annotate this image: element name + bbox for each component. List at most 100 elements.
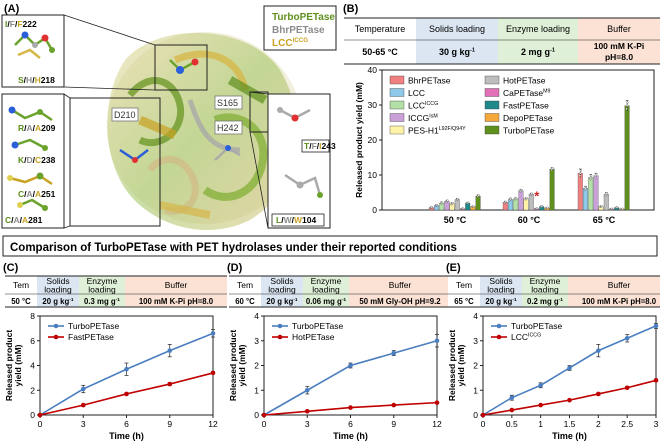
panel-c-letter: (C) (3, 262, 19, 274)
panel-b: (B) Temperature 50-65 °C Solids loading 30 … (343, 3, 660, 225)
panel-c-ytick-4: 4 (30, 361, 35, 371)
panel-d-header-2a: Enzyme (311, 276, 342, 286)
b-legend-swatch-9 (484, 125, 500, 135)
panel-e-header-0: Tem (456, 280, 472, 290)
b-legend-swatch-5 (484, 75, 500, 85)
panel-d-ytick-4: 4 (254, 311, 259, 321)
panel-e-value-3: 100 mM K-Pi pH=8.0 (582, 297, 657, 306)
b-table-header-2: Enzyme loading (506, 24, 570, 34)
panel-e-point-0-4 (596, 348, 601, 353)
panel-d-xtick-9: 9 (391, 419, 396, 429)
legend-bhrpetase: BhrPETase (272, 25, 325, 36)
residue-box-right (267, 93, 331, 229)
b-table-value-3b: pH=8.0 (605, 52, 633, 62)
panel-d-legend-0: TurboPETase (292, 321, 343, 331)
panel-d-value-3: 50 mM Gly-OH pH=9.2 (359, 297, 441, 306)
b-legend-label-3: ICCGIsM (408, 113, 438, 123)
panel-e-xlabel: Time (h) (552, 431, 587, 441)
panel-b-letter: (B) (343, 3, 359, 15)
b-table-value-1: 30 g kg-1 (439, 47, 475, 57)
panel-e-header-3: Buffer (608, 280, 631, 290)
panel-e-ytick-0: 0 (473, 410, 478, 420)
panel-c-ytick-8: 8 (30, 311, 35, 321)
panel-d-point-1-0 (261, 412, 267, 418)
panel-d-value-1: 20 g kg-1 (266, 297, 297, 306)
b-xtick-2: 65 °C (593, 215, 616, 225)
b-legend-swatch-3 (389, 113, 405, 122)
panel-d-ytick-1: 1 (254, 385, 259, 395)
bar-lcc-2 (583, 188, 588, 211)
panel-d-header-2b: loading (312, 285, 340, 295)
panel-d-point-0-1 (304, 387, 310, 393)
panel-e-value-0: 65 °C (454, 297, 474, 306)
panel-d-ylabel-1: Released product (228, 330, 238, 401)
bar-hotpetase-2 (603, 194, 609, 211)
panel-c-value-3: 100 mM K-Pi pH=8.0 (139, 297, 214, 306)
panel-c-point-1-3 (167, 381, 173, 387)
panel-e-point-0-3 (567, 365, 572, 371)
zoom-box-left (69, 97, 161, 227)
panel-c-legend-1: FastPETase (68, 332, 114, 342)
bar-lcc-iccg-1 (513, 198, 519, 211)
panel-e-xtick-1: 1 (538, 419, 543, 429)
panel-a-structure: (A) (1, 3, 337, 231)
b-ytick-40: 40 (368, 65, 378, 75)
panel-d-header-1b: loading (268, 285, 296, 295)
panel-c-ylabel-2: yield (mM) (13, 344, 23, 386)
panel-e-legend-1: LCCICCG (511, 332, 541, 342)
panel-d-point-1-4 (434, 400, 440, 405)
section-title-box (2, 235, 658, 257)
panel-c-ytick-0: 0 (30, 410, 35, 420)
panel-d-legend-1: HotPETase (292, 332, 335, 342)
b-ytick-10: 10 (368, 170, 378, 180)
b-legend-label-5: HotPETase (503, 76, 546, 86)
b-xtick-0: 50 °C (444, 215, 467, 225)
b-legend-label-6: CaPETaseM9 (503, 88, 551, 98)
section-title: Comparison of TurboPETase with PET hydro… (10, 242, 457, 254)
panel-d-header-0: Tem (237, 280, 253, 290)
panel-d-header-3: Buffer (389, 280, 412, 290)
panel-e-value-1: 20 g kg-1 (485, 297, 516, 306)
panel-d-value-0: 60 °C (235, 297, 255, 306)
panel-e-header-1b: loading (487, 285, 515, 295)
panel-d-ytick-0: 0 (254, 410, 259, 420)
panel-d-point-0-3 (391, 350, 397, 356)
panel-a-legend (263, 5, 337, 51)
panel-d-value-2: 0.06 mg g-1 (306, 297, 347, 306)
panel-c-ytick-6: 6 (30, 336, 35, 346)
b-legend: BhrPETase LCC LCCICCG ICCGIsM PES-H1L92F/Q94… (389, 75, 554, 136)
panel-d-xlabel: Time (h) (333, 431, 368, 441)
panel-c-point-0-4 (210, 331, 216, 336)
bar-bhrpetase-2 (577, 173, 583, 211)
panel-e-point-1-0 (480, 412, 486, 418)
panel-e-header-2b: loading (531, 285, 559, 295)
panel-d-xtick-0: 0 (262, 419, 267, 429)
stick-molecules (7, 31, 323, 211)
panel-d-header-1a: Solids (270, 276, 293, 286)
panel-e-point-0-5 (624, 335, 630, 341)
panel-e-ylabel-2: yield (mM) (456, 344, 466, 386)
b-legend-label-8: DepoPETase (503, 113, 553, 123)
panel-e-ytick-3: 3 (473, 336, 478, 346)
residue-label-104: L/W/W104 (276, 215, 316, 225)
panel-e-letter: (E) (446, 262, 461, 274)
b-legend-swatch-0 (389, 75, 405, 85)
center-label-h242: H242 (217, 123, 239, 133)
panel-c-point-1-0 (37, 412, 43, 418)
residue-label-218: S/H/H218 (18, 75, 55, 85)
panel-e-point-1-5 (624, 385, 630, 391)
b-legend-swatch-6 (484, 88, 500, 97)
panel-c-header-2a: Enzyme (87, 276, 118, 286)
legend-lcc-iccg: LCCICCG (272, 37, 308, 49)
panel-d-xtick-3: 3 (305, 419, 310, 429)
panel-b-condition-table: Temperature 50-65 °C Solids loading 30 g kg… (344, 17, 660, 65)
panel-c-header-1b: loading (44, 285, 72, 295)
panel-e-line-1 (482, 379, 657, 416)
panel-e-xtick-2.5: 2.5 (621, 419, 633, 429)
panel-c-header-2b: loading (88, 285, 116, 295)
panel-e-point-0-2 (538, 383, 543, 388)
panel-e-ytick-4: 4 (473, 311, 478, 321)
zoom-box-right (249, 91, 269, 133)
panel-c-ylabel-1: Released product (4, 330, 14, 401)
